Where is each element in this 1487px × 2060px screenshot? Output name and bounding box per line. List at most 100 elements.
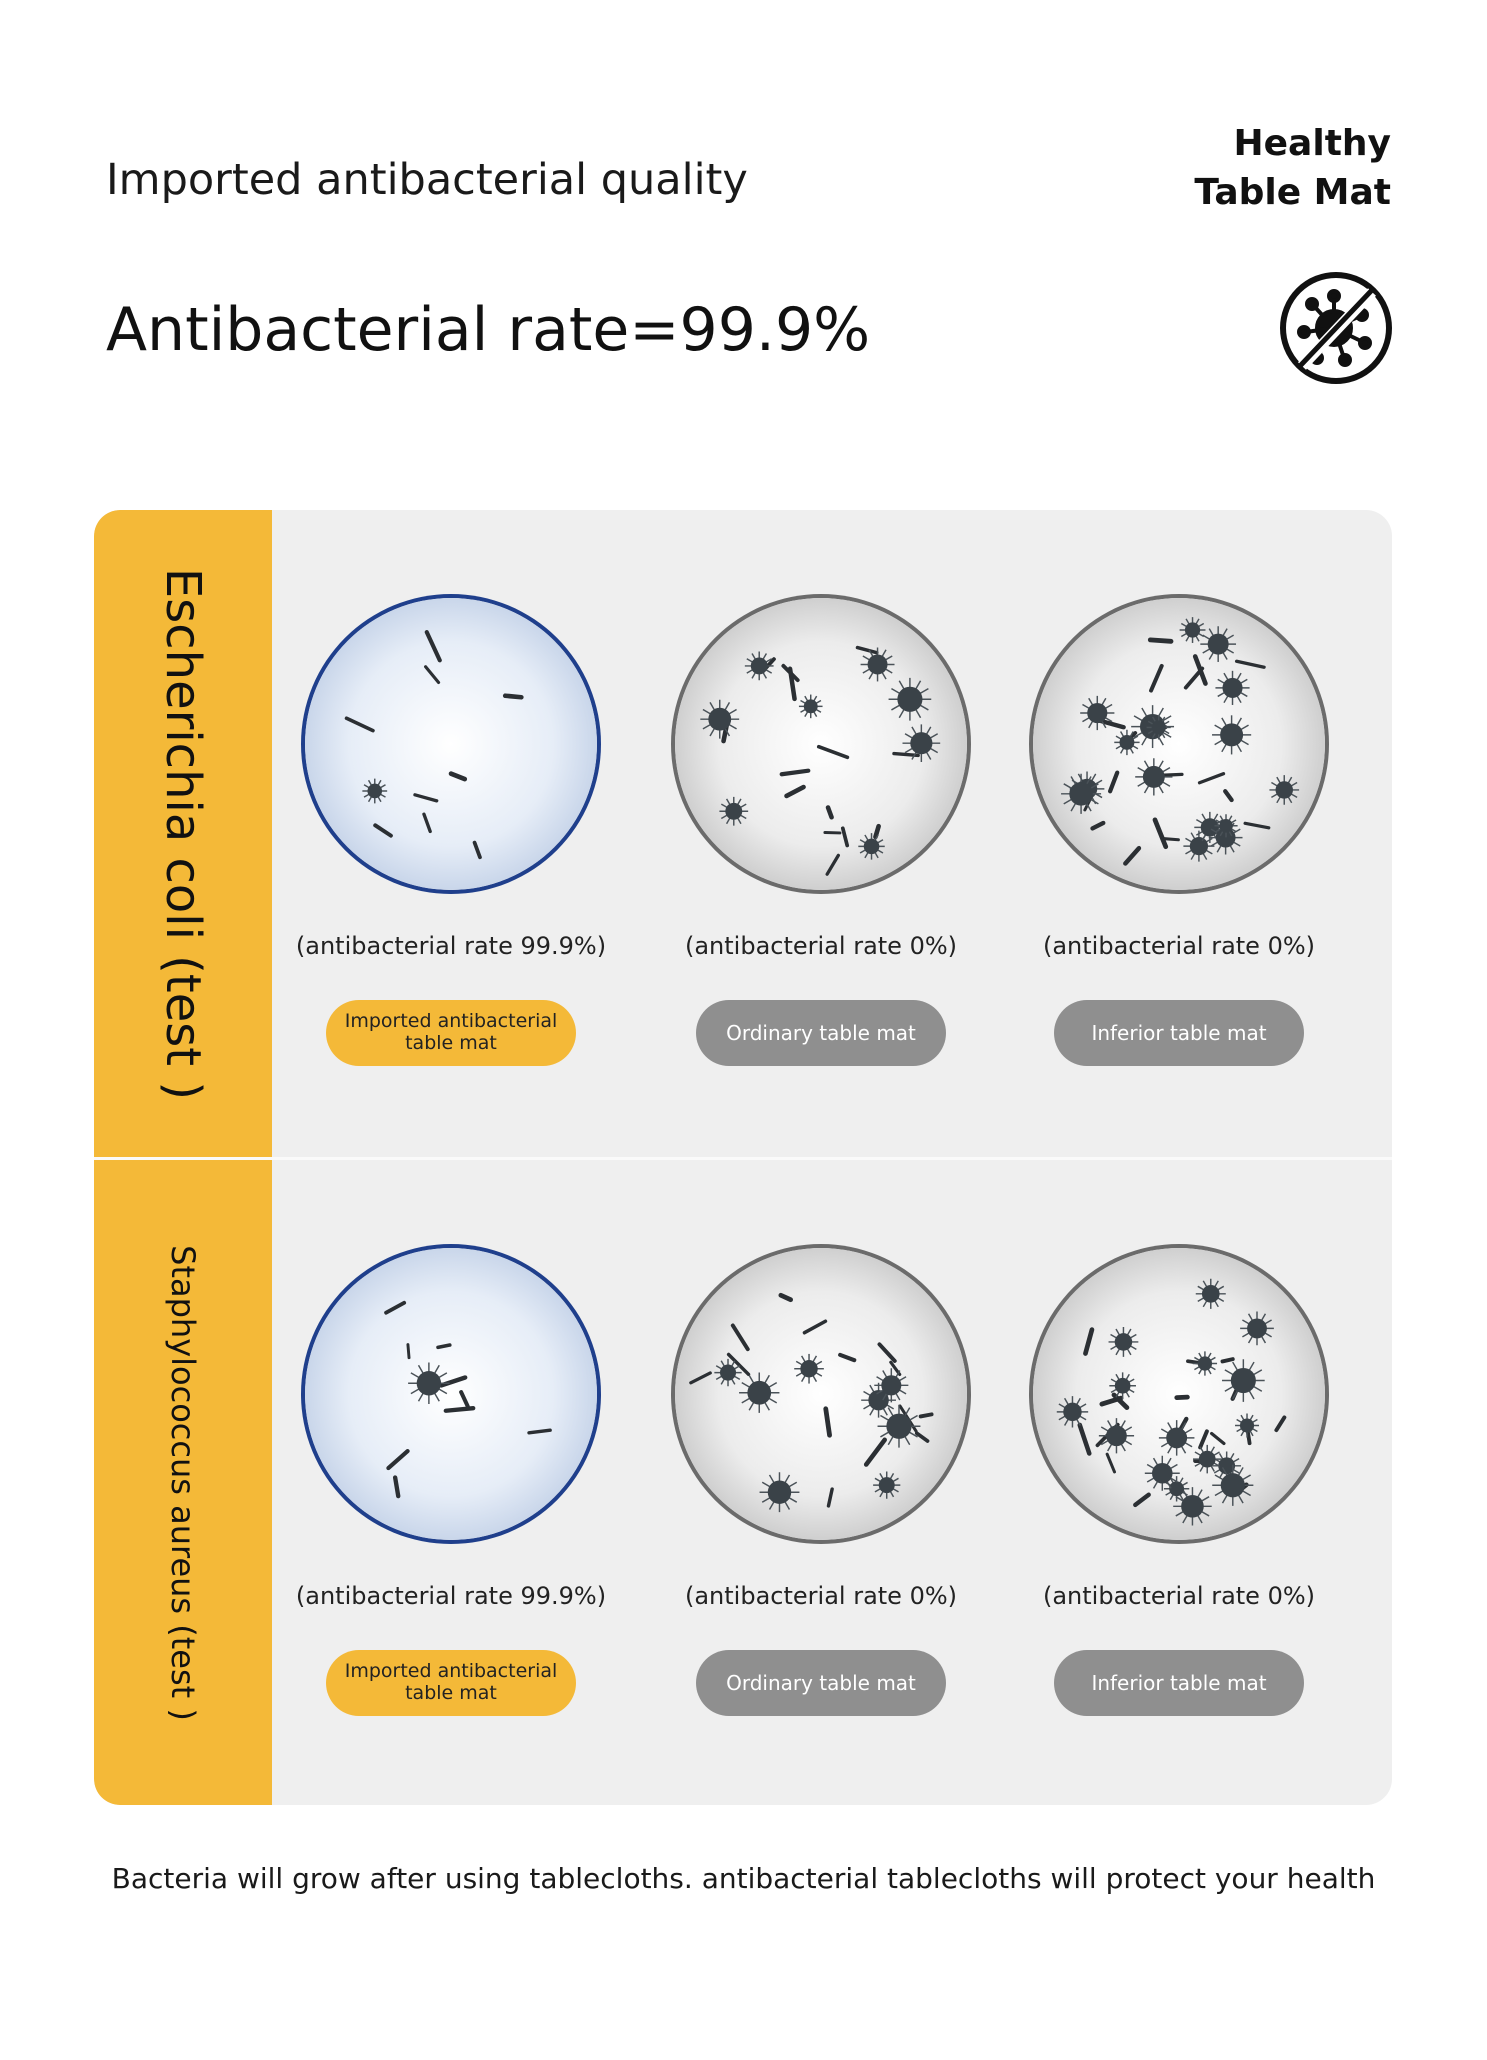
bacterium-coccus: [739, 1372, 780, 1413]
bacterium-rod: [1220, 1357, 1235, 1364]
bacterium-rod: [386, 1449, 410, 1471]
bacterium-coccus: [858, 833, 885, 860]
bacterium-rod: [1152, 817, 1169, 850]
brand-line-1: Healthy: [1233, 123, 1391, 164]
dish-background: [305, 1248, 597, 1540]
dish-background: [1033, 598, 1325, 890]
page-subtitle: Imported antibacterial quality: [106, 155, 748, 205]
bacterium-rod: [816, 744, 850, 760]
rate-label: (antibacterial rate 0%): [1042, 1582, 1316, 1610]
bacterium-rod: [838, 1352, 857, 1363]
bacterium-rod: [802, 1319, 828, 1335]
bacterium-coccus: [1235, 1413, 1260, 1438]
bacterium-rod: [1162, 837, 1180, 842]
bacterium-rod: [918, 1412, 934, 1419]
bacterium-coccus: [700, 699, 740, 739]
mat-label: Ordinary table mat: [696, 1000, 946, 1066]
row-staphylococcus-aureus: Staphylococcus aureus (test ) (antibacte…: [94, 1160, 1392, 1805]
bacterium-coccus: [1192, 1351, 1218, 1376]
bacterium-rod: [840, 826, 850, 848]
bacterium-coccus: [1109, 1372, 1136, 1400]
bacterium-rod: [825, 853, 840, 876]
bacterium-rod: [778, 1292, 793, 1303]
bacterium-rod: [424, 630, 442, 663]
bacterium-rod: [502, 693, 524, 700]
bacterium-coccus: [1179, 617, 1206, 643]
bacterium-coccus: [860, 647, 895, 682]
mat-label: Ordinary table mat: [696, 1650, 946, 1716]
bacterium-rod: [406, 1343, 411, 1360]
bacterium-coccus: [1240, 1311, 1274, 1346]
bacterium-coccus: [1173, 1487, 1212, 1526]
bacterium-rod: [781, 663, 800, 683]
bacterium-rod: [459, 1390, 470, 1409]
bacterium-coccus: [1212, 1464, 1254, 1506]
bacterium-rod: [1197, 772, 1226, 785]
bacterium-coccus: [1056, 1396, 1089, 1428]
rate-label: (antibacterial rate 99.9%): [295, 932, 607, 960]
bacterium-coccus: [1214, 814, 1238, 838]
bacterium-rod: [826, 1487, 834, 1508]
bacterium-coccus: [744, 651, 774, 681]
dish-background: [1033, 1248, 1325, 1540]
page-headline: Antibacterial rate=99.9%: [106, 295, 871, 365]
side-tab: Staphylococcus aureus (test ): [94, 1160, 272, 1805]
bacterium-coccus: [714, 1358, 742, 1387]
brand-title: Healthy Table Mat: [1194, 120, 1391, 217]
bacterium-rod: [373, 823, 393, 838]
bacterium-rod: [1077, 1422, 1092, 1456]
bacterium-coccus: [1146, 715, 1171, 740]
bacterium-coccus: [888, 677, 932, 721]
bacterium-rod: [1210, 1431, 1226, 1446]
bacterium-coccus: [1200, 626, 1237, 662]
bacterium-coccus: [1269, 775, 1300, 805]
dish-background: [305, 598, 597, 890]
bacterium-coccus: [1215, 670, 1250, 705]
bacterium-rod: [726, 1352, 751, 1377]
bacterium-rod: [1090, 820, 1106, 831]
bacterium-rod: [1083, 1327, 1095, 1356]
mat-label: Inferior table mat: [1054, 1000, 1304, 1066]
bacterium-rod: [422, 812, 432, 834]
bacterium-rod: [1147, 637, 1174, 644]
bacterium-rod: [1174, 1394, 1190, 1401]
bacterium-rod: [823, 1406, 832, 1438]
bacterium-rod: [784, 784, 806, 799]
row-escherichia-coli: Escherichia coli (test ) (antibacterial …: [94, 510, 1392, 1157]
bacterium-coccus: [873, 1471, 901, 1499]
bacterium-coccus: [759, 1472, 800, 1513]
rate-label: (antibacterial rate 99.9%): [295, 1582, 607, 1610]
bacterium-rod: [877, 1342, 897, 1363]
bacterium-rod: [443, 1406, 476, 1413]
bacterium-rod: [1192, 654, 1208, 686]
bacterium-rod: [730, 1323, 750, 1352]
bacterium-coccus: [408, 1362, 450, 1405]
bacterium-rod: [914, 1431, 930, 1443]
bacterium-coccus: [1098, 1418, 1135, 1454]
bacterium-coccus: [1163, 1476, 1190, 1502]
bacterium-rod: [863, 1437, 887, 1467]
bacterium-coccus: [1061, 773, 1102, 814]
petri-dish: [1033, 1248, 1325, 1540]
mat-label: Imported antibacterial table mat: [326, 1000, 576, 1066]
bacterium-coccus: [874, 1368, 909, 1403]
row-label: Escherichia coli (test ): [155, 567, 211, 1100]
bacterium-rod: [873, 823, 881, 840]
bacterium-rod: [424, 665, 441, 685]
bacterium-rod: [1234, 659, 1266, 669]
bacterium-rod: [527, 1428, 552, 1435]
bacterium-coccus: [794, 1353, 824, 1384]
bacterium-rod: [1133, 1492, 1151, 1508]
bacterium-rod: [436, 1343, 452, 1350]
bacterium-coccus: [719, 796, 749, 826]
petri-dish: [675, 1248, 967, 1540]
rate-label: (antibacterial rate 0%): [684, 1582, 958, 1610]
petri-dish: [675, 598, 967, 890]
bacterium-coccus: [1158, 1420, 1195, 1456]
bacterium-rod: [472, 840, 482, 860]
bacterium-rod: [1107, 770, 1120, 794]
bacterium-rod: [1223, 789, 1234, 803]
bacterium-coccus: [1212, 715, 1252, 755]
brand-line-2: Table Mat: [1194, 171, 1391, 213]
bacterium-rod: [1198, 1429, 1209, 1450]
